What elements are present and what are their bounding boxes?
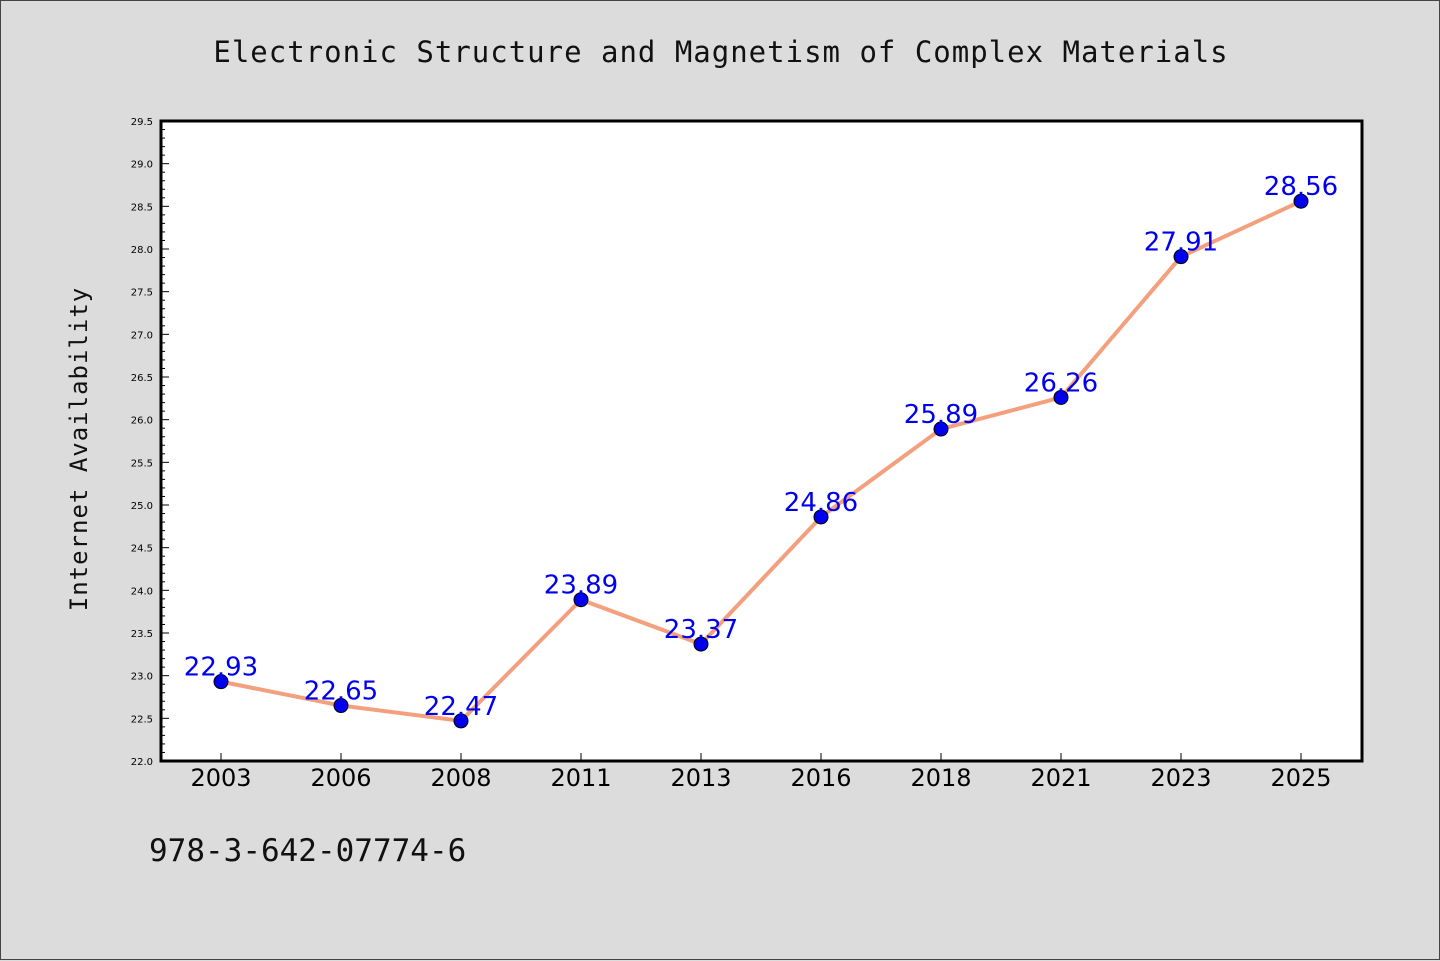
y-axis-label: Internet Availability	[65, 287, 93, 611]
y-tick-label: 27.0	[131, 330, 153, 341]
y-tick-label: 28.0	[131, 245, 153, 256]
y-tick-label: 26.5	[131, 373, 153, 384]
x-tick-label: 2025	[1270, 764, 1331, 792]
chart-title: Electronic Structure and Magnetism of Co…	[213, 35, 1229, 69]
data-point	[573, 592, 589, 608]
data-label: 26.26	[1024, 368, 1098, 398]
data-label: 23.37	[664, 615, 738, 645]
series-layer	[213, 193, 1309, 729]
plot-area	[159, 119, 1364, 763]
data-point	[1053, 389, 1069, 405]
y-tick-label: 22.0	[131, 757, 153, 768]
y-tick-label: 24.0	[131, 586, 153, 597]
y-axis: 22.0 22.5 23.0 23.5 24.0 24.5 25.0 25.5 26.0 26.5…	[131, 117, 169, 768]
y-tick-label: 24.5	[131, 544, 153, 555]
data-point	[453, 713, 469, 729]
data-point	[693, 636, 709, 652]
isbn-text: 978-3-642-07774-6	[149, 833, 467, 869]
data-label: 24.86	[784, 488, 858, 518]
y-tick-label: 25.0	[131, 501, 153, 512]
data-label: 22.65	[304, 677, 378, 707]
y-tick-label: 29.0	[131, 160, 153, 171]
y-tick-label: 25.5	[131, 458, 153, 469]
data-label: 22.93	[184, 653, 258, 683]
y-tick-label: 22.5	[131, 714, 153, 725]
y-tick-label: 28.5	[131, 202, 153, 213]
data-point	[333, 698, 349, 714]
data-point	[813, 509, 829, 525]
x-tick-label: 2018	[910, 764, 971, 792]
data-labels: 22.93 22.65 22.47 23.89 23.37 24.86 25.89 26.26…	[184, 172, 1338, 722]
y-tick-label: 23.0	[131, 672, 153, 683]
data-label: 25.89	[904, 400, 978, 430]
data-point	[213, 674, 229, 690]
data-label: 28.56	[1264, 172, 1338, 202]
data-label: 22.47	[424, 692, 498, 722]
x-tick-label: 2008	[430, 764, 491, 792]
y-tick-label: 29.5	[131, 117, 153, 128]
y-tick-label: 23.5	[131, 629, 153, 640]
data-point	[933, 421, 949, 437]
y-tick-label: 27.5	[131, 288, 153, 299]
data-label: 23.89	[544, 571, 618, 601]
x-tick-label: 2011	[550, 764, 611, 792]
x-tick-label: 2016	[790, 764, 851, 792]
series-line	[220, 199, 1302, 723]
x-tick-label: 2013	[670, 764, 731, 792]
x-axis: 2003 2006 2008 2011 2013 2016 2018 2021 2023 2025	[190, 753, 1332, 792]
x-tick-label: 2003	[190, 764, 251, 792]
data-point	[1293, 193, 1309, 209]
data-point	[1173, 249, 1189, 265]
data-label: 27.91	[1144, 228, 1218, 258]
x-tick-label: 2021	[1030, 764, 1091, 792]
x-tick-label: 2006	[310, 764, 371, 792]
y-tick-label: 26.0	[131, 416, 153, 427]
x-tick-label: 2023	[1150, 764, 1211, 792]
